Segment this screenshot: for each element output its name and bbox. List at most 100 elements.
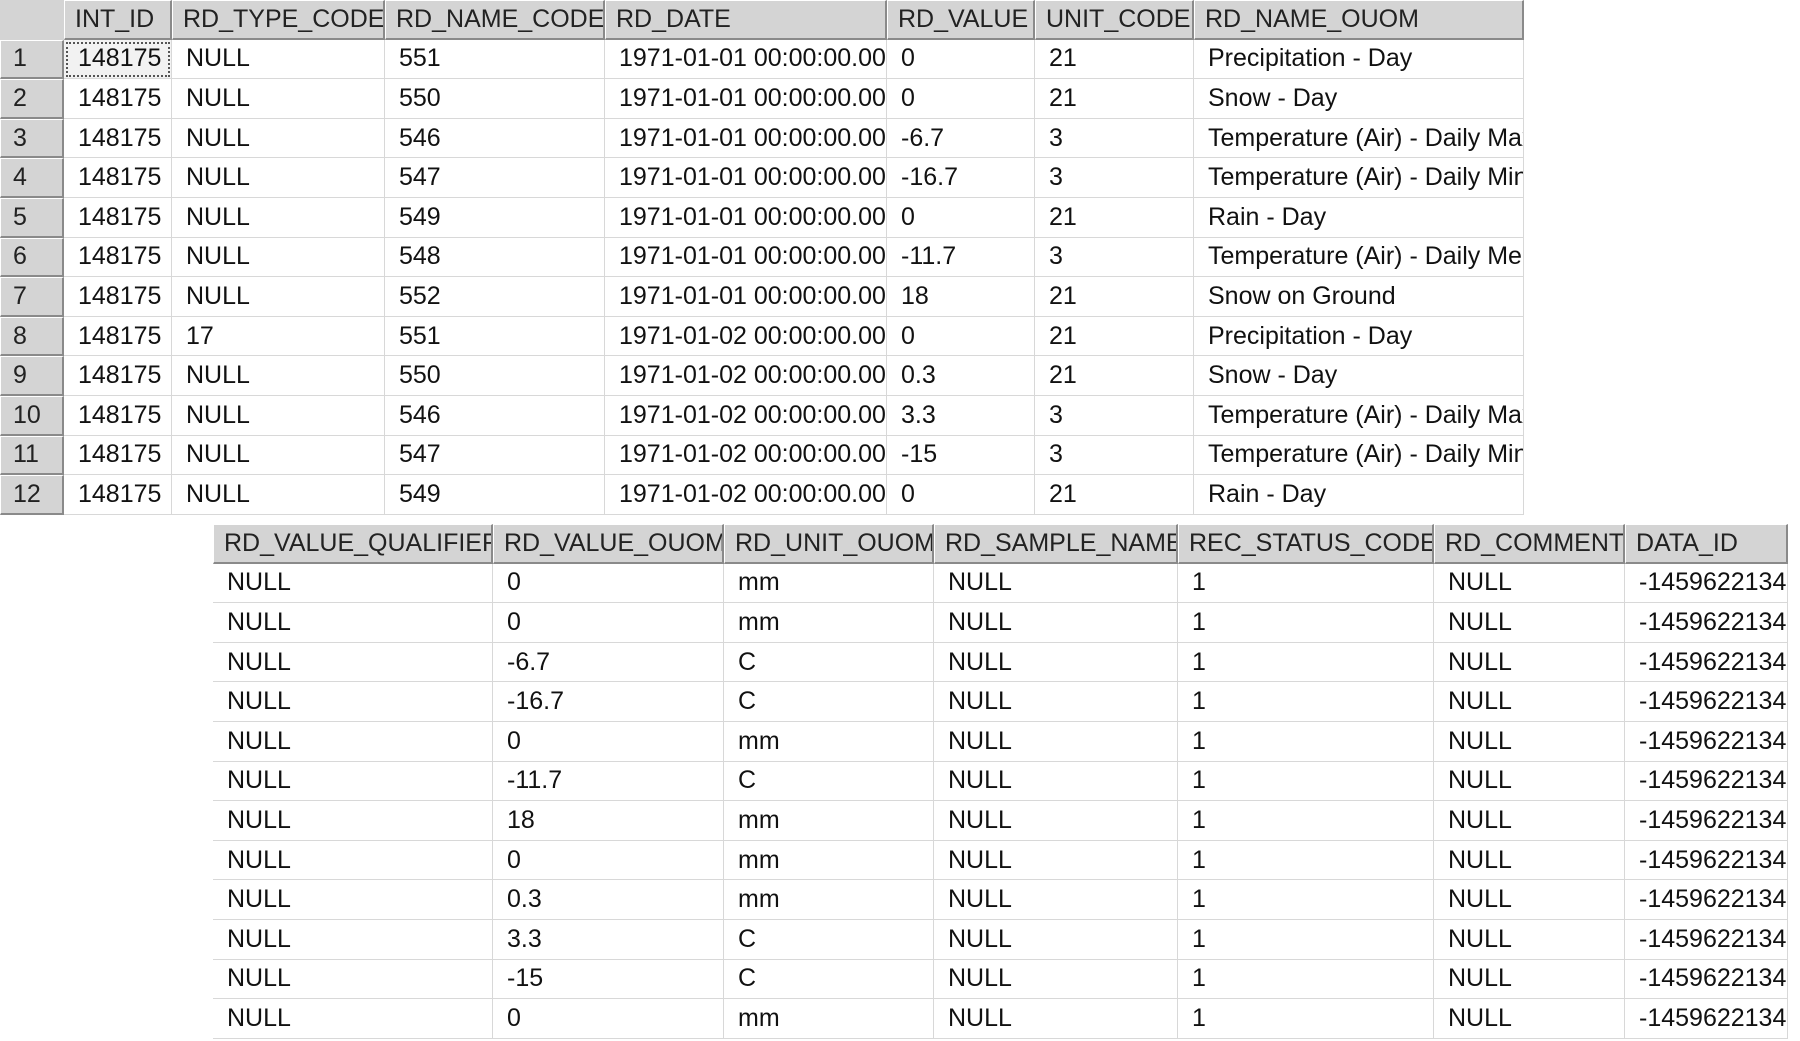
grid-cell-rd-sample-name[interactable]: NULL [934,563,1178,604]
grid-cell-data-id[interactable]: -1459622134 [1625,959,1788,1000]
grid-cell-rd-comment[interactable]: NULL [1434,761,1625,802]
grid-cell-rd-comment[interactable]: NULL [1434,603,1625,643]
grid-cell-rd-comment[interactable]: NULL [1434,840,1625,881]
grid-cell-rd-type-code[interactable]: NULL [172,277,385,317]
grid-cell-rd-sample-name[interactable]: NULL [934,959,1178,1000]
row-number-header[interactable]: 5 [0,197,64,238]
grid-cell-data-id[interactable]: -1459622134 [1625,603,1788,643]
grid-cell-rd-sample-name[interactable]: NULL [934,919,1178,960]
grid-cell-rd-value-ouom[interactable]: 0 [493,840,724,881]
grid-cell-rd-date[interactable]: 1971-01-02 00:00:00.000 [605,395,887,436]
grid-cell-rd-unit-ouom[interactable]: C [724,919,934,960]
grid-cell-rd-value[interactable]: -6.7 [887,118,1035,159]
column-header-rd-unit-ouom[interactable]: RD_UNIT_OUOM [724,524,934,564]
grid-cell-rec-status-code[interactable]: 1 [1178,563,1434,604]
grid-cell-rd-comment[interactable]: NULL [1434,563,1625,604]
row-number-header[interactable]: 3 [0,118,64,159]
grid-cell-rd-value-qualifier[interactable]: NULL [213,682,493,722]
grid-cell-rd-value-ouom[interactable]: 0 [493,721,724,762]
grid-cell-rd-date[interactable]: 1971-01-01 00:00:00.000 [605,158,887,198]
grid-cell-rd-value-ouom[interactable]: 0.3 [493,880,724,920]
column-header-rec-status-code[interactable]: REC_STATUS_CODE [1178,524,1434,564]
grid-cell-rd-value[interactable]: 0 [887,316,1035,357]
grid-cell-unit-code[interactable]: 3 [1035,118,1194,159]
grid-cell-rd-type-code[interactable]: 17 [172,316,385,357]
column-header-int-id[interactable]: INT_ID [64,0,172,40]
grid-cell-unit-code[interactable]: 21 [1035,39,1194,80]
grid-cell-rd-unit-ouom[interactable]: mm [724,840,934,881]
grid-cell-int-id[interactable]: 148175 [64,197,172,238]
grid-cell-rd-type-code[interactable]: NULL [172,356,385,396]
grid-cell-unit-code[interactable]: 3 [1035,158,1194,198]
grid-cell-rd-type-code[interactable]: NULL [172,158,385,198]
grid-cell-rd-unit-ouom[interactable]: mm [724,999,934,1039]
grid-cell-rd-date[interactable]: 1971-01-01 00:00:00.000 [605,79,887,119]
grid-cell-rd-sample-name[interactable]: NULL [934,642,1178,683]
select-all-corner[interactable] [0,0,64,40]
grid-cell-rd-value[interactable]: 18 [887,277,1035,317]
grid-cell-rec-status-code[interactable]: 1 [1178,880,1434,920]
row-number-header[interactable]: 9 [0,356,64,396]
grid-cell-rd-comment[interactable]: NULL [1434,682,1625,722]
grid-cell-rd-sample-name[interactable]: NULL [934,999,1178,1039]
grid-cell-rd-value-qualifier[interactable]: NULL [213,919,493,960]
grid-cell-rd-name-code[interactable]: 546 [385,395,605,436]
grid-cell-rd-name-ouom[interactable]: Temperature (Air) - Daily Max [1194,118,1524,159]
grid-cell-rd-name-ouom[interactable]: Temperature (Air) - Daily Min [1194,435,1524,476]
grid-cell-rd-value-qualifier[interactable]: NULL [213,840,493,881]
grid-cell-rec-status-code[interactable]: 1 [1178,642,1434,683]
grid-cell-rd-value-qualifier[interactable]: NULL [213,761,493,802]
grid-cell-rec-status-code[interactable]: 1 [1178,721,1434,762]
grid-cell-unit-code[interactable]: 21 [1035,79,1194,119]
grid-cell-rd-name-ouom[interactable]: Rain - Day [1194,475,1524,515]
grid-cell-rd-value[interactable]: 0 [887,475,1035,515]
grid-cell-rd-sample-name[interactable]: NULL [934,801,1178,841]
grid-cell-int-id[interactable]: 148175 [64,79,172,119]
grid-cell-rd-name-code[interactable]: 550 [385,79,605,119]
column-header-rd-name-code[interactable]: RD_NAME_CODE [385,0,605,40]
grid-cell-rd-value-qualifier[interactable]: NULL [213,721,493,762]
grid-cell-rd-value[interactable]: 0 [887,197,1035,238]
grid-cell-rd-type-code[interactable]: NULL [172,197,385,238]
grid-cell-rd-type-code[interactable]: NULL [172,435,385,476]
grid-cell-rd-unit-ouom[interactable]: mm [724,721,934,762]
grid-cell-rd-type-code[interactable]: NULL [172,395,385,436]
grid-cell-rd-comment[interactable]: NULL [1434,919,1625,960]
grid-cell-int-id[interactable]: 148175 [64,475,172,515]
grid-cell-rd-value[interactable]: 0 [887,79,1035,119]
grid-cell-rd-value-ouom[interactable]: -6.7 [493,642,724,683]
grid-cell-rd-sample-name[interactable]: NULL [934,880,1178,920]
grid-cell-rd-date[interactable]: 1971-01-02 00:00:00.000 [605,435,887,476]
grid-cell-rd-unit-ouom[interactable]: mm [724,801,934,841]
grid-cell-rd-name-ouom[interactable]: Snow - Day [1194,356,1524,396]
grid-cell-rd-value[interactable]: -11.7 [887,237,1035,278]
grid-cell-rd-value-ouom[interactable]: 0 [493,603,724,643]
grid-cell-rd-value-ouom[interactable]: 0 [493,563,724,604]
grid-cell-unit-code[interactable]: 21 [1035,197,1194,238]
grid-cell-data-id[interactable]: -1459622134 [1625,682,1788,722]
grid-cell-rd-date[interactable]: 1971-01-01 00:00:00.000 [605,237,887,278]
grid-cell-int-id[interactable]: 148175 [64,395,172,436]
grid-cell-rd-sample-name[interactable]: NULL [934,682,1178,722]
grid-cell-rd-sample-name[interactable]: NULL [934,761,1178,802]
grid-cell-rd-name-code[interactable]: 546 [385,118,605,159]
grid-cell-rd-unit-ouom[interactable]: C [724,682,934,722]
grid-cell-rd-value[interactable]: 3.3 [887,395,1035,436]
grid-cell-rd-value-ouom[interactable]: -11.7 [493,761,724,802]
grid-cell-rd-name-code[interactable]: 551 [385,316,605,357]
grid-cell-rd-unit-ouom[interactable]: mm [724,563,934,604]
grid-cell-rd-type-code[interactable]: NULL [172,79,385,119]
grid-cell-rec-status-code[interactable]: 1 [1178,959,1434,1000]
grid-cell-data-id[interactable]: -1459622134 [1625,642,1788,683]
grid-cell-rd-name-ouom[interactable]: Rain - Day [1194,197,1524,238]
grid-cell-rd-value-qualifier[interactable]: NULL [213,642,493,683]
grid-cell-rd-name-ouom[interactable]: Temperature (Air) - Daily Max [1194,395,1524,436]
grid-cell-rd-value[interactable]: -15 [887,435,1035,476]
column-header-rd-value-ouom[interactable]: RD_VALUE_OUOM [493,524,724,564]
grid-cell-data-id[interactable]: -1459622134 [1625,563,1788,604]
grid-cell-rd-unit-ouom[interactable]: C [724,761,934,802]
grid-cell-rd-name-ouom[interactable]: Precipitation - Day [1194,316,1524,357]
grid-cell-rd-name-ouom[interactable]: Snow on Ground [1194,277,1524,317]
grid-cell-rd-name-code[interactable]: 547 [385,158,605,198]
grid-cell-rec-status-code[interactable]: 1 [1178,761,1434,802]
